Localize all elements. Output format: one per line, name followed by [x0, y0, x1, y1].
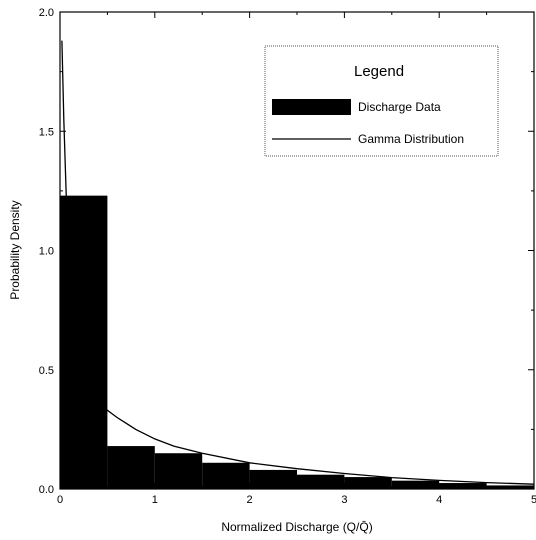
x-tick-label-2: 2	[247, 494, 253, 506]
y-axis-ticks: 0.0 0.5 1.0 1.5 2.0	[39, 7, 534, 496]
bar-6	[344, 477, 392, 489]
legend-swatch-discharge-data	[272, 99, 351, 115]
bar-5	[297, 474, 345, 489]
legend-title: Legend	[354, 63, 404, 80]
legend-label-gamma-distribution: Gamma Distribution	[358, 132, 464, 146]
legend-label-discharge-data: Discharge Data	[358, 100, 441, 114]
bar-2	[154, 453, 203, 489]
bars-discharge-data	[60, 195, 534, 489]
curve-gamma-distribution	[61, 40, 535, 485]
y-tick-label-4: 2.0	[39, 7, 54, 19]
x-tick-label-3: 3	[341, 494, 347, 506]
bar-9	[486, 485, 534, 489]
y-tick-label-2: 1.0	[39, 246, 54, 258]
bar-1	[107, 446, 155, 489]
y-axis-label: Probability Density	[8, 200, 22, 299]
gamma-curve-line	[61, 40, 535, 485]
y-tick-label-0: 0.0	[39, 484, 54, 496]
x-axis-label: Normalized Discharge (Q/Q̄)	[221, 520, 372, 534]
y-tick-label-3: 1.5	[39, 126, 54, 138]
y-tick-label-1: 0.5	[39, 365, 54, 377]
x-axis-ticks: 0 1 2 3 4 5	[57, 12, 536, 506]
bar-4	[249, 469, 297, 489]
bar-3	[202, 462, 250, 489]
bar-8	[439, 483, 487, 489]
x-tick-label-0: 0	[57, 494, 63, 506]
x-tick-label-4: 4	[436, 494, 442, 506]
x-tick-label-1: 1	[152, 494, 158, 506]
legend: Legend Discharge Data Gamma Distribution	[264, 45, 499, 157]
x-tick-label-5: 5	[531, 494, 536, 506]
bar-7	[391, 480, 440, 489]
